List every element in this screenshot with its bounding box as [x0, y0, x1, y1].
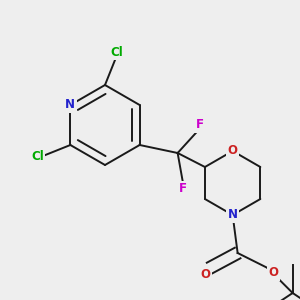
Text: Cl: Cl	[31, 151, 44, 164]
Text: N: N	[65, 98, 75, 112]
Text: Cl: Cl	[111, 46, 123, 59]
Text: O: O	[201, 268, 211, 281]
Text: F: F	[178, 182, 187, 196]
Text: O: O	[228, 145, 238, 158]
Text: N: N	[228, 208, 238, 221]
Text: O: O	[268, 266, 279, 280]
Text: F: F	[196, 118, 204, 131]
